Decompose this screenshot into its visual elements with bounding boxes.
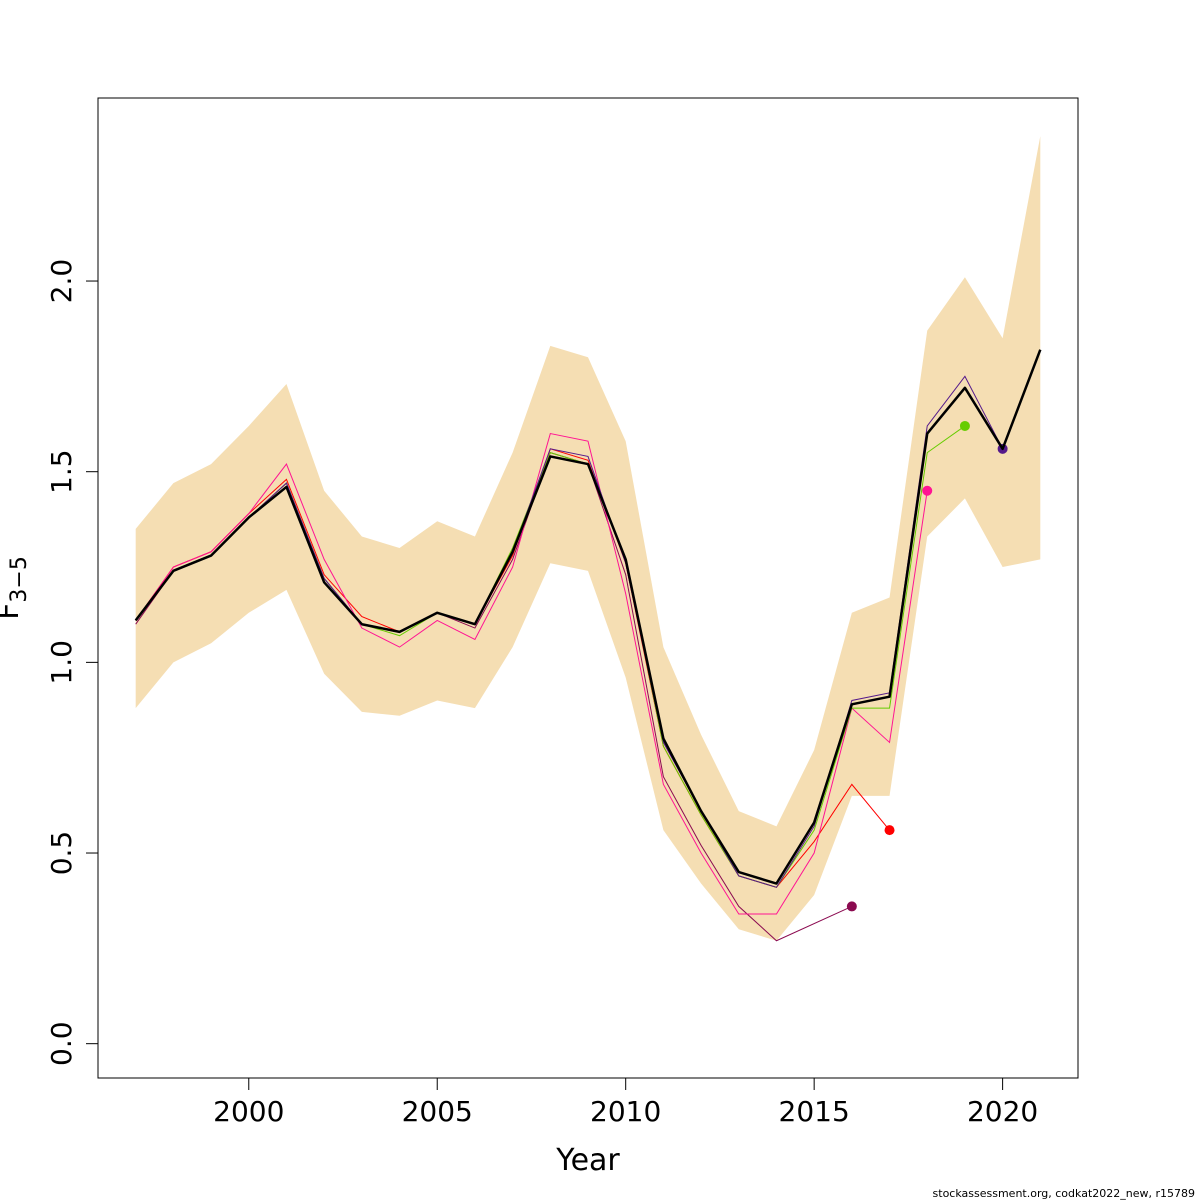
retro-series-endpoint-1 xyxy=(846,901,857,912)
confidence-band xyxy=(135,136,1041,941)
retro-series-endpoint-2 xyxy=(884,825,895,836)
y-tick-label-2: 1.0 xyxy=(45,640,78,685)
y-axis: 0.0 0.5 1.0 1.5 2.0 xyxy=(45,259,99,1066)
x-tick-label-2015: 2015 xyxy=(779,1095,850,1128)
retro-series-endpoint-3 xyxy=(922,485,933,496)
x-tick-label-2005: 2005 xyxy=(402,1095,473,1128)
y-axis-title: F3−5 xyxy=(0,556,32,620)
confidence-band-area xyxy=(135,136,1041,941)
retro-series-line-5 xyxy=(135,375,1004,888)
y-axis-title-main: F xyxy=(0,603,26,620)
x-axis: 2000 2005 2010 2015 2020 xyxy=(213,1077,1038,1128)
y-tick-label-3: 1.5 xyxy=(45,449,78,494)
y-tick-label-4: 2.0 xyxy=(45,259,78,304)
main-series-line xyxy=(134,349,1042,885)
x-tick-label-2000: 2000 xyxy=(213,1095,284,1128)
y-tick-label-0: 0.0 xyxy=(45,1021,78,1066)
main-series xyxy=(134,349,1042,885)
footer-text: stockassessment.org, codkat2022_new, r15… xyxy=(933,1187,1195,1200)
y-axis-title-subscript: 3−5 xyxy=(7,556,32,602)
x-tick-label-2010: 2010 xyxy=(590,1095,661,1128)
y-tick-label-1: 0.5 xyxy=(45,831,78,876)
retrospective-series xyxy=(135,375,1008,942)
retro-series-endpoint-4 xyxy=(959,420,970,431)
x-tick-label-2020: 2020 xyxy=(967,1095,1038,1128)
x-axis-title: Year xyxy=(555,1143,620,1178)
